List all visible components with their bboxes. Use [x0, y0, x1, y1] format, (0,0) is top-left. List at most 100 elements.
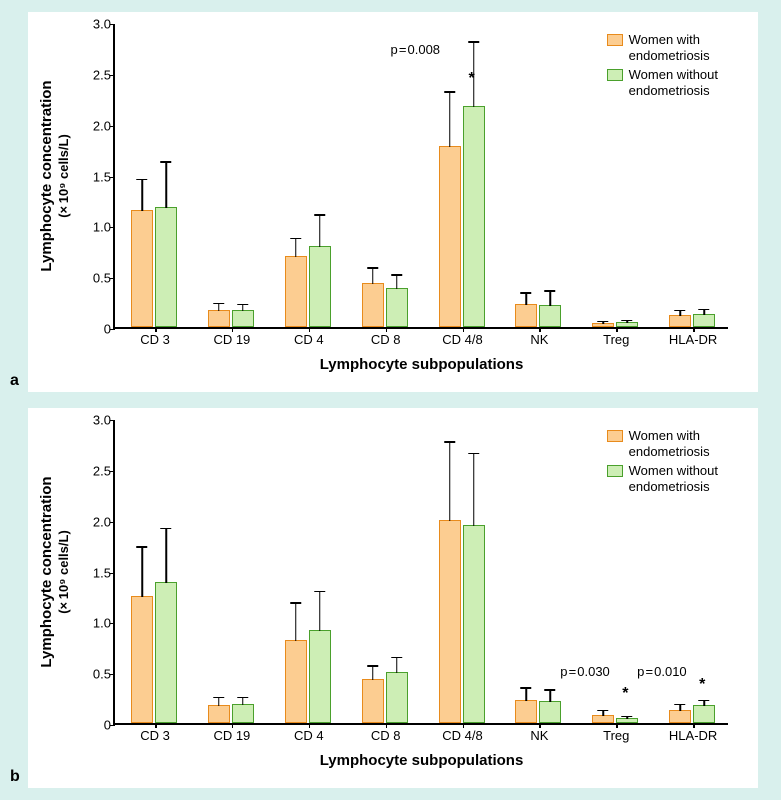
- ylabel-line2: (× 10⁹ cells/L): [56, 134, 71, 218]
- errorbar: [603, 710, 605, 716]
- errorbar: [396, 274, 398, 289]
- errorbar: [319, 214, 321, 247]
- bar-series2: [463, 106, 485, 327]
- bar-series1: [362, 283, 384, 327]
- xtick: [693, 327, 695, 332]
- errorbar: [679, 310, 681, 316]
- figure: a Lymphocyte concentration (× 10⁹ cells/…: [0, 0, 781, 800]
- xtick-label: Treg: [586, 332, 646, 347]
- panel-a: a Lymphocyte concentration (× 10⁹ cells/…: [28, 12, 758, 392]
- errorbar: [703, 700, 705, 706]
- xtick-label: CD 4: [279, 728, 339, 743]
- bar-series2: [232, 310, 254, 327]
- xtick-label: Treg: [586, 728, 646, 743]
- errorbar: [679, 704, 681, 711]
- bar-series1: [285, 256, 307, 327]
- legend-series2: Women withoutendometriosis: [607, 67, 718, 100]
- xtick: [616, 327, 618, 332]
- xtick: [232, 327, 234, 332]
- bar-series2: [386, 672, 408, 723]
- xtick: [232, 723, 234, 728]
- bar-series1: [131, 210, 153, 327]
- bar-series1: [208, 310, 230, 327]
- bar-series2: [539, 701, 561, 723]
- xtick: [386, 327, 388, 332]
- legend-swatch-green: [607, 465, 623, 477]
- errorbar: [603, 321, 605, 324]
- xtick-label: CD 8: [356, 728, 416, 743]
- ytick-label: 2.5: [83, 463, 111, 478]
- bar-series1: [131, 596, 153, 723]
- ylabel-line2: (× 10⁹ cells/L): [56, 530, 71, 614]
- bar-series2: [155, 207, 177, 327]
- bar-series1: [592, 323, 614, 327]
- legend-swatch-orange: [607, 430, 623, 442]
- xtick-label: CD 4/8: [433, 332, 493, 347]
- significance-star: *: [622, 685, 628, 703]
- errorbar: [165, 161, 167, 208]
- xtick: [309, 723, 311, 728]
- significance-star: *: [699, 676, 705, 694]
- ytick-label: 1.0: [83, 220, 111, 235]
- bar-series2: [309, 246, 331, 327]
- bar-series2: [232, 704, 254, 723]
- panel-b-label: b: [10, 768, 20, 786]
- bar-series1: [592, 715, 614, 723]
- xtick-label: CD 4: [279, 332, 339, 347]
- panel-a-xlabel: Lymphocyte subpopulations: [115, 356, 728, 373]
- ytick-label: 2.0: [83, 514, 111, 529]
- xtick: [309, 327, 311, 332]
- bar-series2: [463, 525, 485, 723]
- errorbar: [627, 716, 629, 719]
- bar-series1: [515, 304, 537, 327]
- panel-b-ylabel: Lymphocyte concentration (× 10⁹ cells/L): [38, 442, 72, 702]
- errorbar: [449, 441, 451, 520]
- xtick: [463, 723, 465, 728]
- legend-series2: Women withoutendometriosis: [607, 463, 718, 496]
- xtick-label: CD 19: [202, 728, 262, 743]
- panel-a-plot: Lymphocyte concentration (× 10⁹ cells/L)…: [113, 24, 728, 329]
- ytick-label: 0.5: [83, 271, 111, 286]
- errorbar: [242, 304, 244, 311]
- legend-series1: Women withendometriosis: [607, 428, 718, 461]
- xtick-label: CD 4/8: [433, 728, 493, 743]
- errorbar: [449, 91, 451, 147]
- errorbar: [526, 292, 528, 304]
- xtick: [539, 327, 541, 332]
- errorbar: [627, 320, 629, 323]
- errorbar: [372, 665, 374, 680]
- bar-series2: [693, 705, 715, 723]
- errorbar: [242, 697, 244, 705]
- xtick-label: HLA-DR: [663, 332, 723, 347]
- errorbar: [319, 591, 321, 632]
- ylabel-line1: Lymphocyte concentration: [38, 476, 55, 667]
- xtick-label: CD 8: [356, 332, 416, 347]
- ytick-label: 3.0: [83, 17, 111, 32]
- legend-series1-label: Women withendometriosis: [629, 32, 710, 65]
- ylabel-line1: Lymphocyte concentration: [38, 80, 55, 271]
- errorbar: [396, 657, 398, 673]
- errorbar: [703, 309, 705, 315]
- ytick-label: 1.5: [83, 169, 111, 184]
- errorbar: [141, 179, 143, 212]
- ytick-label: 3.0: [83, 413, 111, 428]
- ytick-label: 0.5: [83, 667, 111, 682]
- xtick: [386, 723, 388, 728]
- p-value-annotation: p = 0.010: [637, 664, 687, 679]
- errorbar: [526, 687, 528, 700]
- xtick-label: HLA-DR: [663, 728, 723, 743]
- ytick-label: 0: [83, 718, 111, 733]
- panel-a-legend: Women withendometriosis Women withoutend…: [607, 32, 718, 101]
- bar-series2: [155, 582, 177, 723]
- ytick-label: 2.5: [83, 67, 111, 82]
- errorbar: [550, 290, 552, 305]
- p-value-annotation: p = 0.030: [560, 664, 610, 679]
- legend-series2-label: Women withoutendometriosis: [629, 463, 718, 496]
- panel-a-label: a: [10, 372, 19, 390]
- errorbar: [141, 546, 143, 597]
- legend-series1: Women withendometriosis: [607, 32, 718, 65]
- ytick-label: 1.5: [83, 565, 111, 580]
- ytick-label: 0: [83, 322, 111, 337]
- ytick-label: 1.0: [83, 616, 111, 631]
- significance-star: *: [469, 70, 475, 88]
